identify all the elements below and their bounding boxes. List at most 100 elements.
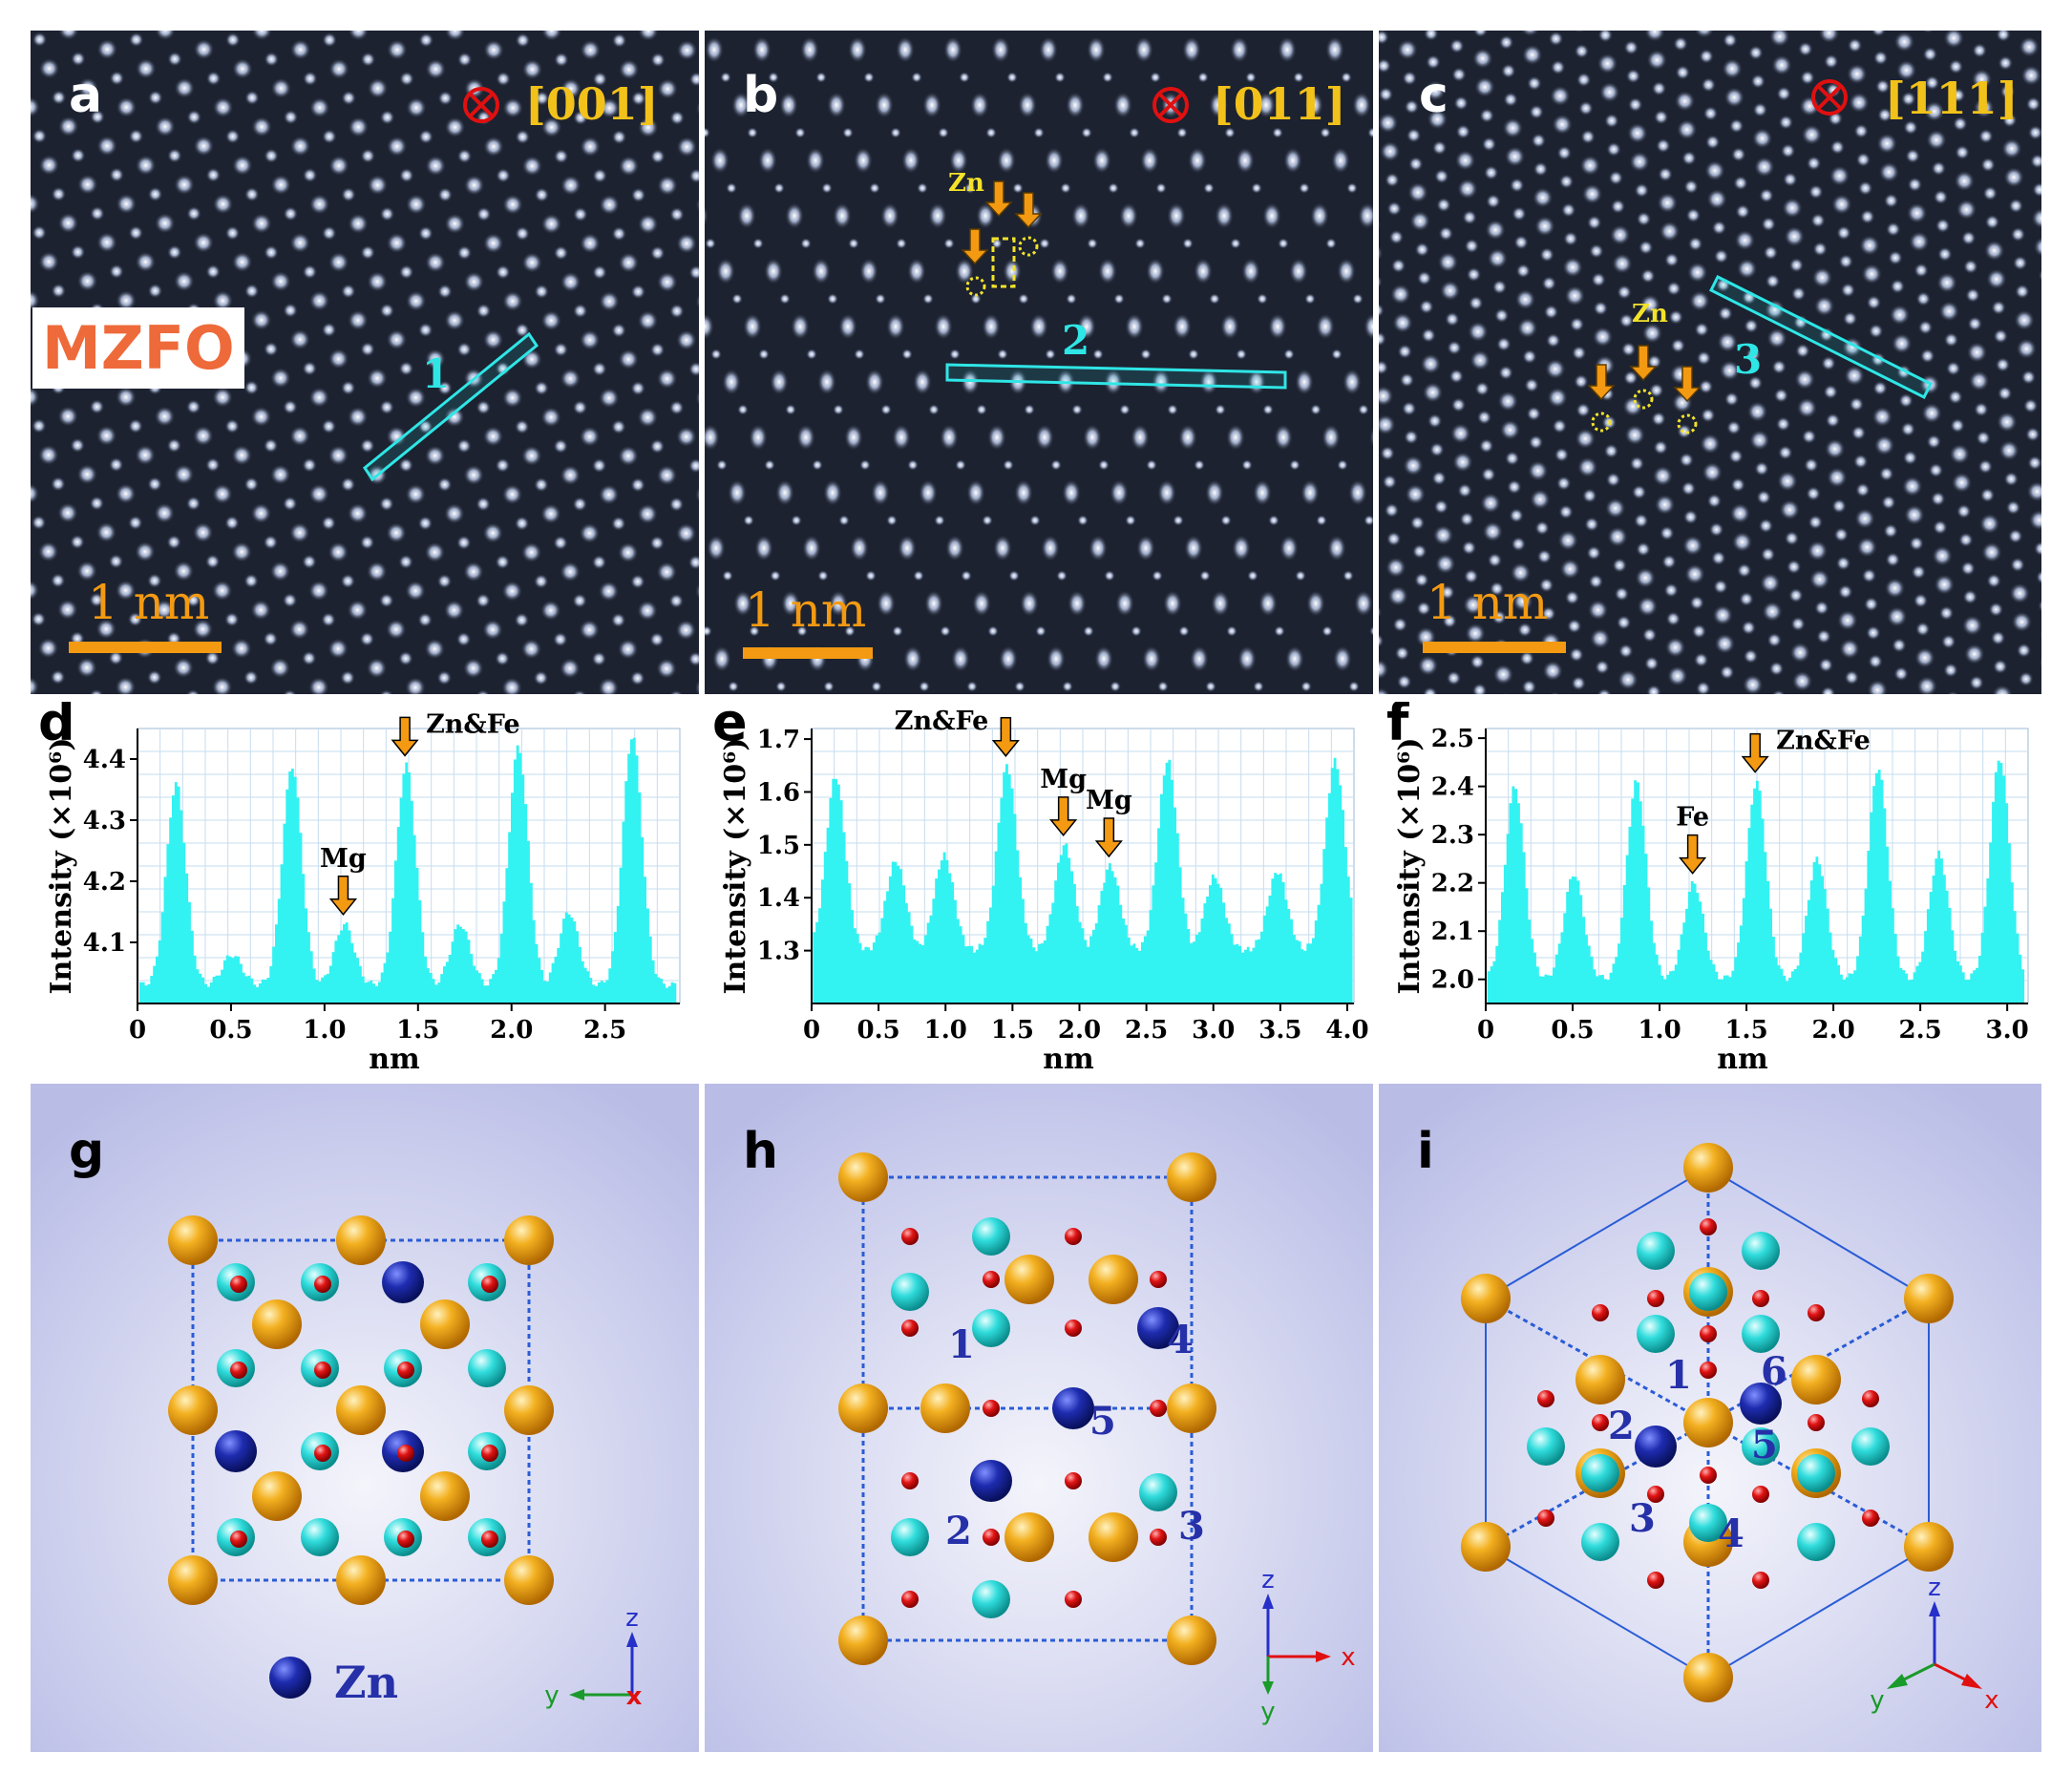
oxygen-atom (230, 1276, 247, 1293)
zn-atom (1635, 1426, 1677, 1468)
fe-site-atom (1683, 1653, 1733, 1702)
unit-cell (1461, 1143, 1954, 1702)
site-number: 6 (1761, 1349, 1787, 1394)
site-number: 1 (948, 1322, 975, 1367)
atom-site-label: Zn (948, 169, 984, 198)
profile-bars (139, 737, 677, 1003)
svg-text:y: y (1260, 1698, 1275, 1726)
y-tick-label: 2.0 (1431, 966, 1474, 995)
mg-site-atom (1742, 1427, 1780, 1466)
intensity-profile-e: 0 0.5 1.0 1.5 2.0 2.5 3.0 3.5 4.0 1.3 1.4 1.5 1.6 1.7… (705, 702, 1373, 1079)
oxygen-atom (983, 1400, 1000, 1417)
mg-site-atom (891, 1518, 929, 1556)
fe-site-atom (1683, 1143, 1733, 1193)
svg-text:y: y (1870, 1686, 1884, 1715)
peak-annotation-arrow (991, 717, 1020, 757)
oxygen-atom (397, 1531, 414, 1548)
site-number: 4 (1167, 1318, 1194, 1362)
mg-site-atom (891, 1273, 929, 1311)
mg-site-atom (972, 1580, 1010, 1618)
peak-annotation-arrow (328, 876, 358, 916)
mg-site-atom (1851, 1427, 1890, 1466)
fe-site-atom (168, 1215, 218, 1265)
line-profile-box (362, 331, 539, 482)
svg-text:z: z (1261, 1566, 1275, 1594)
fe-site-atom (1904, 1522, 1954, 1572)
zn-atom (1052, 1387, 1094, 1429)
fe-site-atom (1089, 1255, 1138, 1304)
y-tick-label: 2.5 (1431, 725, 1474, 753)
y-axis-label: Intensity (×10⁶) (1393, 737, 1427, 994)
crystal-structure-panel-h: z x y h 1 2 3 4 5 (705, 1084, 1373, 1752)
svg-text:y: y (544, 1681, 559, 1710)
site-number: 5 (1089, 1399, 1116, 1444)
svg-text:x: x (1984, 1686, 1998, 1715)
peak-annotation-label: Zn&Fe (895, 707, 989, 736)
fe-site-atom (1167, 1616, 1216, 1665)
fe-site-atom (504, 1215, 554, 1265)
mg-site-atom (1689, 1273, 1727, 1311)
x-tick-label: 0 (129, 1016, 146, 1045)
y-tick-label: 4.1 (83, 929, 126, 958)
peak-annotation-label: Fe (1676, 803, 1709, 833)
x-tick-label: 2.5 (583, 1016, 626, 1045)
peak-annotation-label: Zn&Fe (426, 709, 520, 739)
x-tick-label: 3.0 (1192, 1016, 1235, 1045)
oxygen-atom (1752, 1486, 1769, 1503)
peak-annotation-arrow (1094, 817, 1123, 858)
mg-site-atom (1742, 1232, 1780, 1270)
peak-annotation-arrow (1679, 834, 1707, 875)
panel-label: d (38, 702, 75, 752)
oxygen-atom (1592, 1414, 1609, 1431)
oxygen-atom (1537, 1510, 1554, 1527)
scale-bar (743, 647, 873, 659)
peak-annotation-arrow (1741, 732, 1769, 773)
peak-annotation-arrow (391, 716, 419, 757)
oxygen-atom (314, 1445, 331, 1462)
oxygen-atom (1647, 1486, 1664, 1503)
fe-site-atom (168, 1385, 218, 1435)
x-tick-label: 2.5 (1899, 1016, 1942, 1045)
x-tick-label: 2.0 (490, 1016, 533, 1045)
site-number: 1 (1665, 1353, 1692, 1398)
lattice-dots (31, 31, 699, 694)
peak-annotation-label: Mg (320, 844, 367, 874)
oxygen-atom (901, 1228, 919, 1245)
atomic-lattice-image (705, 36, 1373, 692)
zone-axis-into-page-icon (1811, 79, 1848, 116)
oxygen-atom (1065, 1320, 1082, 1337)
oxygen-atom (1150, 1529, 1167, 1546)
y-tick-label: 1.4 (757, 884, 800, 913)
site-number: 5 (1751, 1423, 1778, 1468)
site-number: 3 (1178, 1504, 1205, 1549)
mg-site-atom (972, 1309, 1010, 1347)
oxygen-atom (901, 1472, 919, 1489)
oxygen-atom (1700, 1362, 1717, 1379)
intensity-profile-f: 0 0.5 1.0 1.5 2.0 2.5 3.0 2.0 2.1 2.2 2.3 2.4 2.5 nm I… (1379, 702, 2047, 1079)
lattice-dots (1379, 31, 2041, 694)
y-axis-label: Intensity (×10⁶) (719, 737, 752, 994)
fe-site-atom (336, 1215, 386, 1265)
x-tick-label: 0 (803, 1016, 820, 1045)
y-tick-label: 4.2 (83, 868, 126, 897)
zn-atom (382, 1261, 424, 1303)
zn-atom (215, 1430, 257, 1472)
y-tick-label: 4.3 (83, 807, 126, 835)
fe-site-atom (1575, 1355, 1625, 1404)
x-tick-label: 0.5 (209, 1016, 252, 1045)
scale-bar (1423, 642, 1566, 653)
stem-image-panel-c: c [111] Zn 3 1 nm (1379, 31, 2041, 694)
profile-area (813, 757, 1353, 1003)
mg-site-atom (1689, 1504, 1727, 1542)
oxygen-atom (481, 1531, 498, 1548)
legend-label-zn: Zn (334, 1657, 399, 1708)
x-tick-label: 2.0 (1058, 1016, 1101, 1045)
atom-site-markers (945, 180, 1287, 390)
x-tick-label: 3.0 (1986, 1016, 2029, 1045)
oxygen-atom (1592, 1304, 1609, 1321)
x-tick-label: 0.5 (857, 1016, 900, 1045)
mg-site-atom (1581, 1523, 1619, 1561)
y-tick-label: 1.6 (757, 778, 800, 807)
oxygen-atom (983, 1271, 1000, 1288)
x-tick-label: 2.5 (1125, 1016, 1168, 1045)
